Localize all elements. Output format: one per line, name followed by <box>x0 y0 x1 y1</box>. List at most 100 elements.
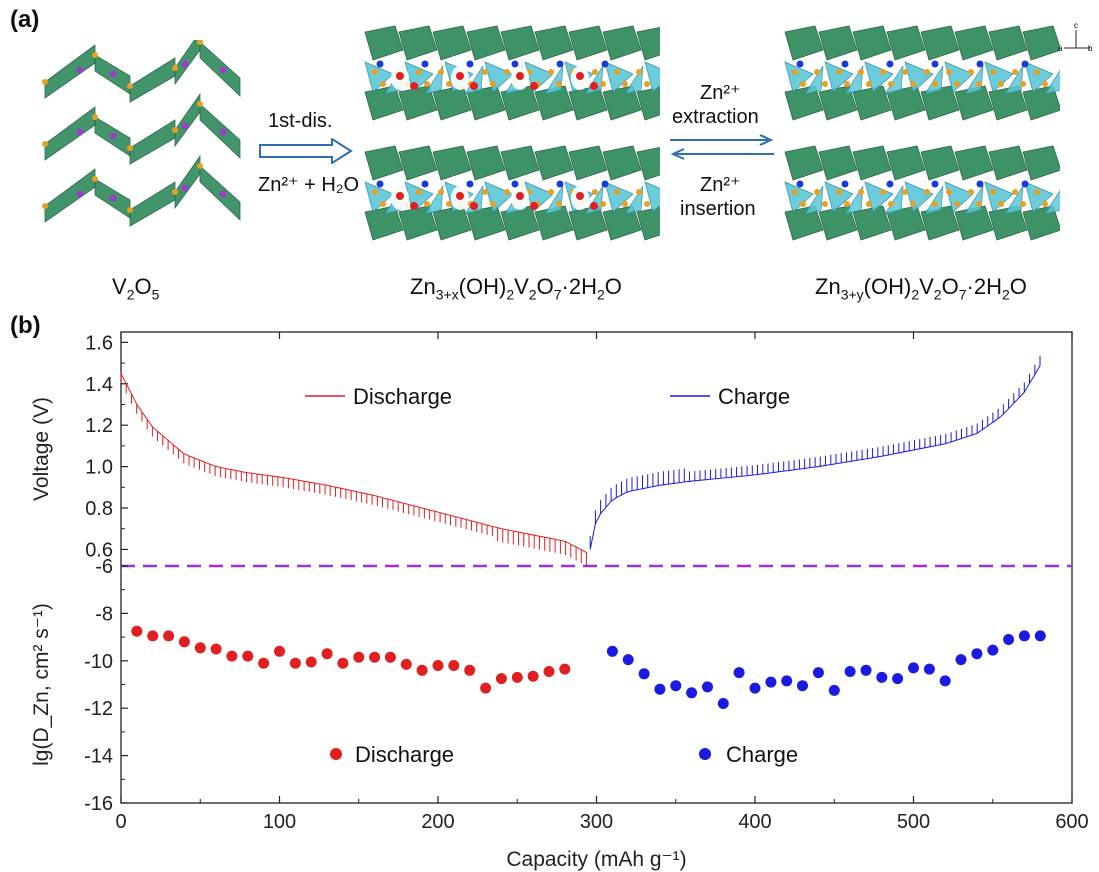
charge-diffusion-point <box>971 648 983 660</box>
arrow2-bottom-ion: Zn²⁺ <box>700 174 741 196</box>
v-tetrahedron <box>864 61 894 93</box>
vanadium-atom <box>109 132 117 140</box>
oxygen-atom <box>482 69 488 75</box>
zinc-atom <box>841 60 849 68</box>
oxygen-atom <box>438 69 444 75</box>
water-oxygen-atom <box>516 192 524 200</box>
vanadium-atom <box>109 194 117 202</box>
discharge-diffusion-point <box>274 645 285 657</box>
zn-octahedron <box>1022 85 1060 121</box>
axis-icon-c: c <box>1074 21 1078 30</box>
oxygen-atom <box>1020 201 1026 207</box>
oxygen-atom <box>42 79 48 85</box>
charge-diffusion-point <box>670 680 682 692</box>
zinc-atom <box>556 180 564 188</box>
oxygen-atom <box>197 40 203 45</box>
oxygen-atom <box>504 69 510 75</box>
zn-octahedron <box>1022 25 1060 61</box>
discharge-diffusion-point <box>258 657 270 669</box>
oxygen-atom <box>888 201 894 207</box>
oxygen-atom <box>644 81 650 87</box>
water-oxygen-atom <box>516 72 524 80</box>
oxygen-atom <box>172 127 178 133</box>
water-oxygen-atom <box>410 202 418 210</box>
oxygen-atom <box>998 81 1004 87</box>
zinc-atom <box>511 180 519 188</box>
v-tetrahedron <box>924 185 944 215</box>
zn-octahedron <box>818 205 858 241</box>
panel-a-label: (a) <box>10 6 40 33</box>
charge-diffusion-point <box>939 675 951 687</box>
zinc-atom <box>556 60 564 68</box>
zn-octahedron <box>398 145 438 181</box>
zinc-atom <box>466 60 474 68</box>
bottom-legend-charge-label: Charge <box>726 742 798 767</box>
oxygen-atom <box>976 201 982 207</box>
oxygen-atom <box>548 189 554 195</box>
oxygen-atom <box>946 69 952 75</box>
zn-octahedron <box>500 25 540 61</box>
oxygen-atom <box>976 81 982 87</box>
discharge-diffusion-point <box>305 656 317 668</box>
v-tetrahedron <box>544 185 564 215</box>
zn-octahedron <box>364 205 404 241</box>
oxygen-atom <box>968 69 974 75</box>
discharge-diffusion-point <box>384 651 396 663</box>
oxygen-atom <box>127 83 133 89</box>
charge-diffusion-point <box>781 675 793 687</box>
v-tetrahedron <box>584 65 604 95</box>
discharge-diffusion-point <box>353 651 365 663</box>
oxygen-atom <box>1020 81 1026 87</box>
zn-octahedron <box>818 145 858 181</box>
oxygen-atom <box>880 69 886 75</box>
zn-octahedron <box>920 25 960 61</box>
zn-octahedron <box>784 25 824 61</box>
zn-octahedron <box>602 25 642 61</box>
discharge-diffusion-point <box>337 657 349 669</box>
zn-octahedron <box>886 25 926 61</box>
zn-octahedron <box>636 146 660 181</box>
discharge-diffusion-point <box>194 642 206 654</box>
zinc-atom <box>511 60 519 68</box>
oxygen-atom <box>902 69 908 75</box>
bottom-y-tick-label: -10 <box>84 651 113 673</box>
reversible-arrows-icon <box>670 134 774 160</box>
v-tetrahedron <box>1004 185 1024 215</box>
oxygen-atom <box>92 52 98 58</box>
oxygen-atom <box>1042 81 1048 87</box>
v-tetrahedron <box>464 185 484 215</box>
v-tetrahedron <box>884 65 904 95</box>
zinc-atom <box>796 180 804 188</box>
oxygen-atom <box>380 81 386 87</box>
vanadium-atom <box>219 128 227 136</box>
oxygen-atom <box>946 189 952 195</box>
vanadium-atom <box>76 190 84 198</box>
zn-octahedron <box>364 145 404 181</box>
zinc-atom <box>466 180 474 188</box>
bottom-y-tick-label: -14 <box>84 746 113 768</box>
zn-octahedron <box>636 26 660 61</box>
oxygen-atom <box>556 81 562 87</box>
water-oxygen-atom <box>456 72 464 80</box>
charge-diffusion-point <box>812 667 824 679</box>
zn-octahedron <box>568 145 608 181</box>
oxygen-atom <box>556 201 562 207</box>
charge-voltage-curve <box>589 355 1041 550</box>
oxygen-atom <box>446 201 452 207</box>
zn-octahedron <box>466 145 506 181</box>
vanadium-atom <box>76 66 84 74</box>
v-tetrahedron <box>964 185 984 215</box>
oxygen-atom <box>197 163 203 169</box>
oxygen-atom <box>42 203 48 209</box>
zinc-atom <box>421 180 429 188</box>
oxygen-atom <box>636 69 642 75</box>
oxygen-atom <box>924 69 930 75</box>
zn-octahedron <box>602 145 642 181</box>
charge-diffusion-point <box>987 644 999 656</box>
discharge-diffusion-point <box>416 664 428 676</box>
axes-orientation-icon: c a b <box>1058 21 1093 53</box>
charge-diffusion-point <box>923 663 935 675</box>
oxygen-atom <box>836 189 842 195</box>
charge-diffusion-point <box>860 664 872 676</box>
top-y-tick-label: 1.2 <box>85 415 113 437</box>
